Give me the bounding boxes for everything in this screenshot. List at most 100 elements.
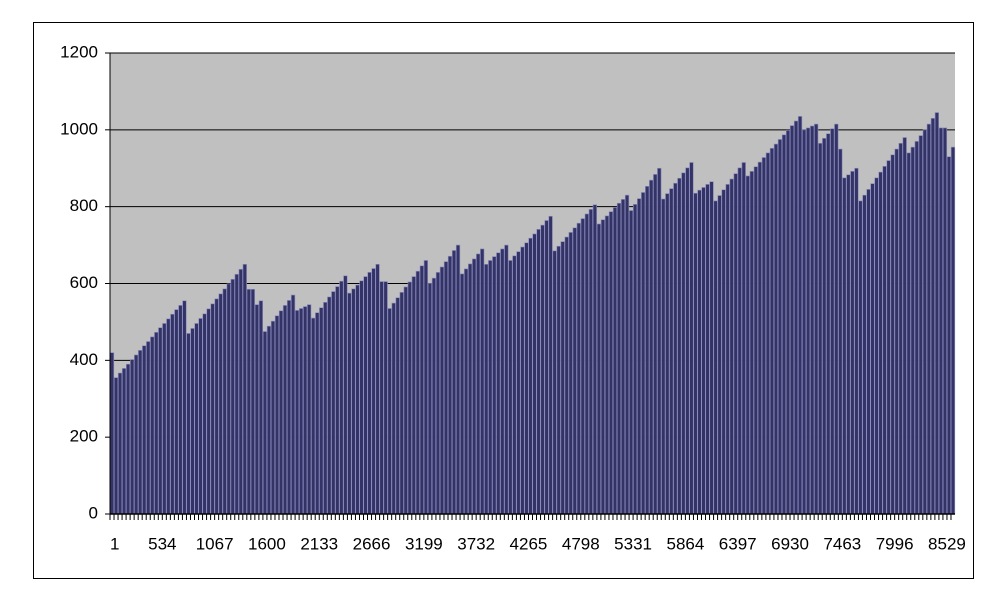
bar [604, 215, 610, 515]
x-tick-label: 1 [110, 534, 119, 553]
x-tick-label: 5331 [614, 534, 652, 553]
bar [492, 256, 497, 515]
bar [733, 173, 738, 515]
bar [282, 305, 288, 515]
bar [359, 280, 364, 515]
bar [649, 179, 654, 515]
bar [620, 199, 626, 515]
bar [162, 323, 167, 515]
bar [906, 152, 911, 515]
bar [870, 183, 875, 515]
bar [154, 331, 159, 515]
bar [898, 142, 903, 515]
bar [713, 200, 718, 515]
bar [628, 210, 634, 515]
bar [395, 297, 400, 515]
bar [532, 233, 537, 515]
bar [331, 291, 336, 515]
bar [612, 207, 618, 515]
bar [705, 184, 710, 515]
bar [721, 189, 726, 515]
bar [407, 281, 412, 515]
bar [455, 244, 461, 515]
bar [343, 275, 348, 515]
x-tick-label: 6397 [719, 534, 757, 553]
bar [403, 286, 408, 515]
bar [166, 318, 171, 515]
bar [540, 224, 545, 515]
bar [109, 352, 115, 515]
bar [516, 251, 521, 515]
bar [142, 345, 147, 515]
bar [938, 127, 944, 515]
bar [218, 293, 223, 515]
bar [198, 318, 203, 515]
bar [858, 200, 863, 515]
bar [781, 134, 787, 515]
bar [544, 220, 549, 515]
bar [174, 309, 179, 515]
bar [910, 146, 915, 515]
bar [862, 194, 867, 515]
bar [125, 363, 131, 515]
bar [637, 198, 642, 515]
bar [580, 218, 585, 515]
bar [673, 182, 678, 515]
bar [375, 263, 380, 515]
bar [552, 250, 557, 515]
bar [222, 288, 227, 515]
bar [737, 167, 742, 515]
bar [818, 142, 823, 515]
bar [894, 148, 899, 515]
bar [528, 237, 533, 515]
bar [476, 253, 481, 515]
bar [830, 128, 835, 515]
bar [391, 302, 396, 515]
bar [367, 272, 372, 515]
bar [351, 288, 356, 515]
bar [315, 312, 320, 515]
bar [130, 359, 135, 515]
bar [214, 298, 219, 515]
bar [182, 300, 187, 515]
bar [307, 304, 312, 515]
bar [757, 161, 762, 515]
x-tick-label: 1067 [196, 534, 234, 553]
bar [266, 325, 272, 515]
bar [576, 222, 581, 515]
y-tick-label: 600 [70, 273, 98, 292]
bar [246, 288, 251, 515]
bar [286, 300, 292, 515]
bar [250, 288, 255, 515]
bar [270, 320, 276, 515]
bar [524, 242, 529, 515]
bar [202, 313, 207, 515]
x-tick-label: 2133 [300, 534, 338, 553]
bar [926, 123, 931, 515]
bar [468, 263, 473, 515]
bar [138, 350, 143, 515]
x-tick-label: 4265 [510, 534, 548, 553]
bar [661, 198, 666, 515]
x-tick-label: 8529 [928, 534, 966, 553]
bar [632, 204, 638, 515]
bar [186, 333, 191, 515]
bar [262, 331, 268, 515]
y-tick-label: 800 [70, 196, 98, 215]
bar [379, 281, 384, 515]
bar [645, 186, 650, 515]
bar [922, 129, 927, 515]
bar [584, 213, 589, 515]
bar [568, 232, 573, 515]
bar [560, 241, 565, 515]
bar [399, 292, 404, 515]
bar [600, 219, 606, 515]
bar [946, 156, 952, 515]
bar [472, 258, 477, 515]
bar [383, 281, 388, 515]
bar [797, 116, 803, 515]
bar [616, 202, 622, 515]
bar [866, 189, 871, 515]
bar [323, 302, 328, 515]
